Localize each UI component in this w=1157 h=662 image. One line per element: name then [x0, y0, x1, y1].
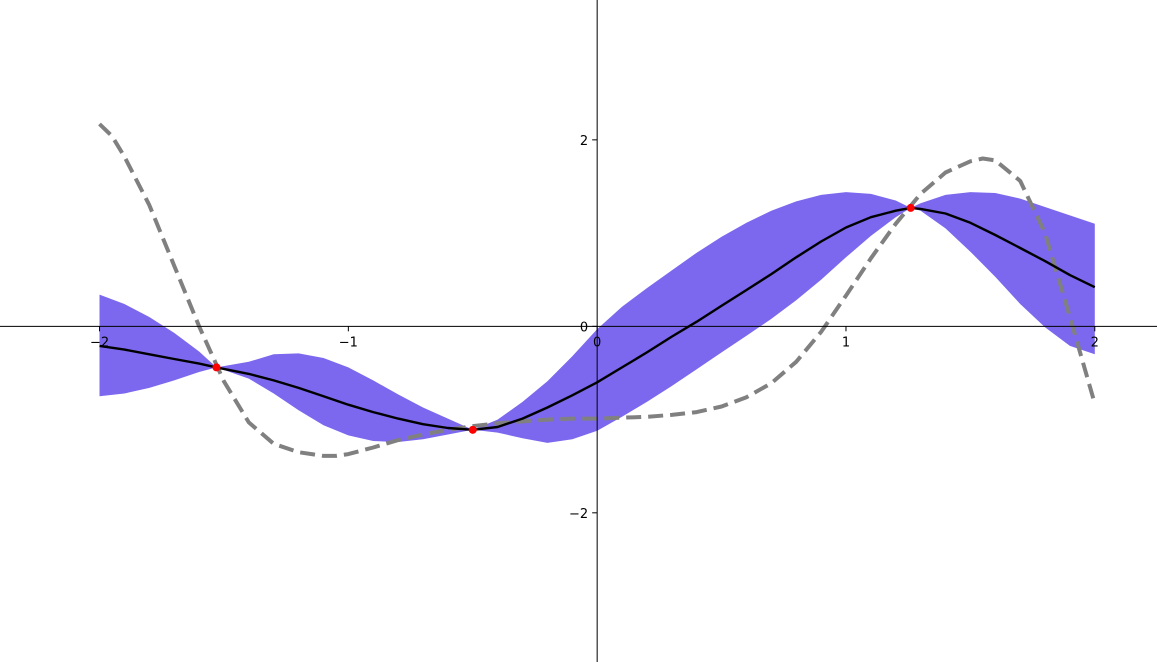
x-tick-label: −2 [90, 335, 109, 350]
x-tick-label: 2 [1091, 335, 1099, 350]
observation-point [906, 203, 915, 212]
y-tick-label: −2 [569, 507, 588, 522]
true-function-line [98, 122, 1097, 458]
y-tick-label: 0 [580, 320, 588, 335]
observation-points [212, 203, 915, 434]
observation-point [468, 425, 477, 434]
x-tick-label: 0 [593, 335, 601, 350]
confidence-band [99, 192, 1095, 443]
x-tick-label: −1 [339, 335, 358, 350]
x-ticks: −2 −1 0 1 2 [90, 326, 1099, 350]
y-tick-label: 2 [580, 134, 588, 149]
x-tick-label: 1 [842, 335, 850, 350]
y-ticks: −2 0 2 [569, 134, 598, 522]
observation-point [212, 363, 221, 372]
mean-prediction-line [99, 206, 1096, 431]
